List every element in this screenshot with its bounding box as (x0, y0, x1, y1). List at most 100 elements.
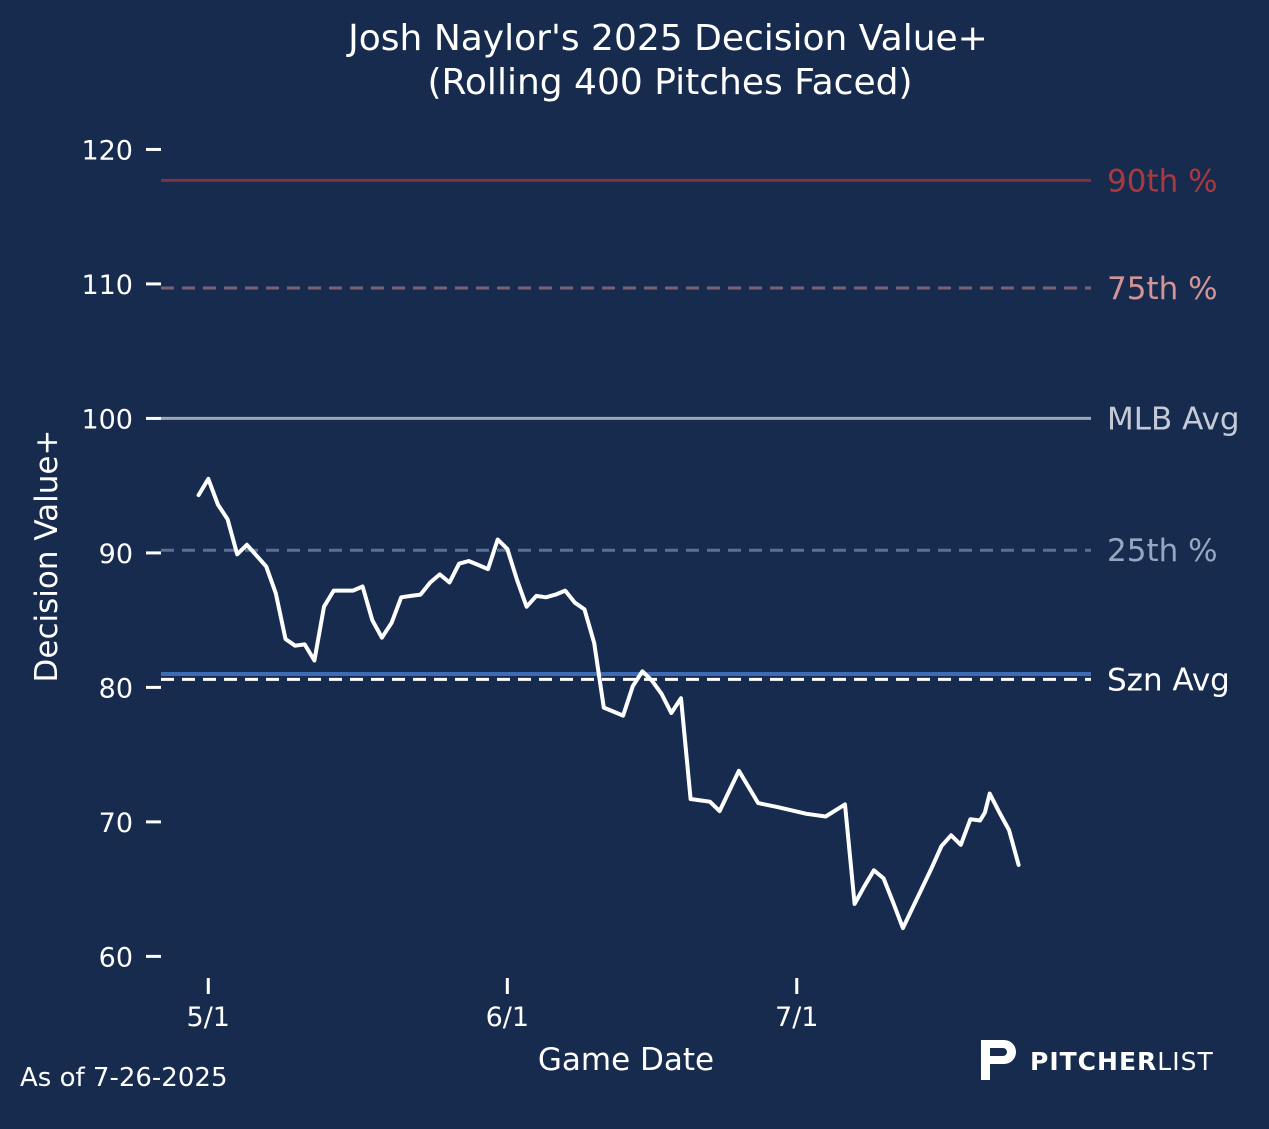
data-point (718, 809, 722, 813)
data-point (245, 543, 249, 547)
data-point (284, 637, 288, 641)
data-point (983, 811, 987, 815)
data-point (534, 594, 538, 598)
ref-label-75th: 75th % (1107, 271, 1218, 307)
data-point (1017, 863, 1021, 867)
y-axis: 60 70 80 90 100 110 120 (81, 135, 161, 973)
data-point (853, 902, 857, 906)
data-point (660, 692, 664, 696)
data-point (804, 812, 808, 816)
data-point (583, 607, 587, 611)
data-point (650, 679, 654, 683)
data-point (669, 711, 673, 715)
data-point (438, 572, 442, 576)
x-tick-label-6/1: 6/1 (486, 1002, 529, 1033)
data-point (978, 819, 982, 823)
data-point (380, 636, 384, 640)
data-point (332, 589, 336, 593)
data-point (640, 669, 644, 673)
data-point (496, 538, 500, 542)
data-point (457, 562, 461, 566)
y-tick-label-100: 100 (81, 404, 133, 435)
data-point (235, 552, 239, 556)
data-point (293, 644, 297, 648)
data-point (949, 833, 953, 837)
data-point (409, 594, 413, 598)
x-axis-label: Game Date (538, 1042, 714, 1078)
y-tick-label-70: 70 (99, 808, 133, 839)
data-point (322, 605, 326, 609)
ref-label-mlb-avg: MLB Avg (1107, 401, 1240, 437)
series-group (196, 476, 1021, 931)
y-tick-label-120: 120 (81, 135, 133, 166)
data-point (882, 876, 886, 880)
data-point (370, 618, 374, 622)
x-tick-label-7/1: 7/1 (775, 1002, 818, 1033)
as-of-date: As of 7-26-2025 (20, 1063, 227, 1093)
data-point (901, 926, 905, 930)
data-point (911, 906, 915, 910)
data-point (486, 567, 490, 571)
data-point (419, 593, 423, 597)
data-point (428, 581, 432, 585)
pitcherlist-p-icon (981, 1040, 1016, 1080)
data-point (303, 642, 307, 646)
data-point (631, 684, 635, 688)
data-point (988, 792, 992, 796)
data-point (563, 589, 567, 593)
data-point (341, 589, 345, 593)
data-point (573, 601, 577, 605)
data-point (959, 843, 963, 847)
data-point (940, 844, 944, 848)
data-point (206, 477, 210, 481)
chart-subtitle: (Rolling 400 Pitches Faced) (427, 62, 912, 103)
data-point (544, 595, 548, 599)
brand-light-text: LIST (1157, 1047, 1213, 1076)
data-point (255, 554, 259, 558)
y-tick-label-80: 80 (99, 673, 133, 704)
ref-label-szn-avg: Szn Avg (1107, 662, 1230, 698)
data-point (689, 797, 693, 801)
pitcherlist-wordmark: PITCHERLIST (1030, 1047, 1214, 1076)
data-point (843, 802, 847, 806)
y-axis-label: Decision Value+ (29, 430, 65, 683)
data-point (216, 503, 220, 507)
data-point (592, 641, 596, 645)
data-point (312, 659, 316, 663)
data-point (891, 901, 895, 905)
data-point (708, 800, 712, 804)
data-point (361, 585, 365, 589)
y-tick-label-110: 110 (81, 270, 133, 301)
data-point (476, 563, 480, 567)
data-point (1007, 828, 1011, 832)
data-point (679, 696, 683, 700)
data-point (621, 714, 625, 718)
data-point (525, 605, 529, 609)
data-point (930, 866, 934, 870)
data-point (612, 710, 616, 714)
data-point (351, 589, 355, 593)
data-point (390, 621, 394, 625)
data-point (264, 564, 268, 568)
y-tick-label-60: 60 (99, 942, 133, 973)
reference-lines: 90th % 75th % MLB Avg 25th % Szn Avg (161, 163, 1240, 698)
ref-label-25th: 25th % (1107, 533, 1218, 569)
data-point (968, 817, 972, 821)
pitcherlist-logo: PITCHERLIST (981, 1040, 1214, 1080)
x-tick-label-5/1: 5/1 (187, 1002, 230, 1033)
data-point (698, 798, 702, 802)
data-point (274, 591, 278, 595)
data-point (997, 811, 1001, 815)
data-point (226, 517, 230, 521)
data-point (602, 706, 606, 710)
brand-bold-text: PITCHER (1030, 1047, 1157, 1076)
data-point (920, 886, 924, 890)
data-point (467, 559, 471, 563)
data-point (824, 815, 828, 819)
data-point (505, 547, 509, 551)
data-point (872, 868, 876, 872)
data-point (756, 801, 760, 805)
data-point (448, 581, 452, 585)
ref-label-90th: 90th % (1107, 163, 1218, 199)
